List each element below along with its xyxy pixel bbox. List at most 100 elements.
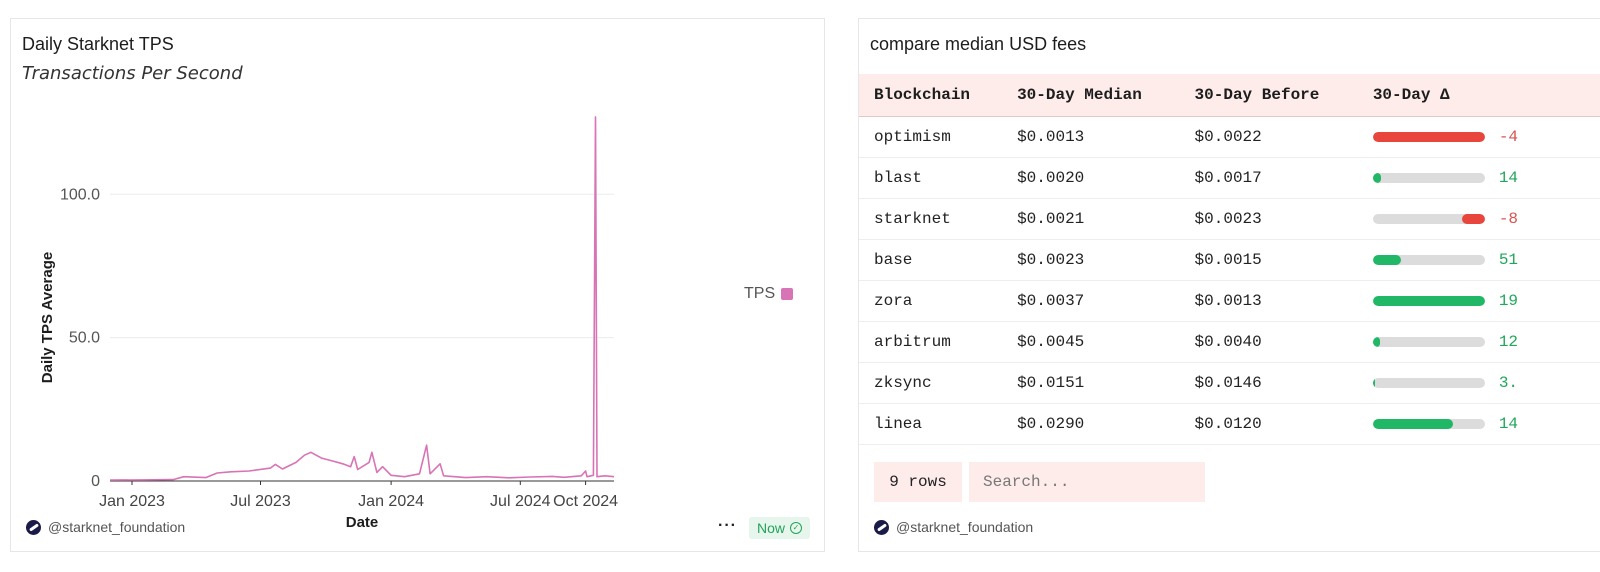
delta-value: 14 (1498, 168, 1519, 187)
column-header-delta[interactable]: 30-Day Δ (1357, 74, 1600, 117)
median-cell: $0.0151 (1002, 362, 1180, 404)
delta-value: 3. (1498, 373, 1519, 392)
delta-cell: 19 (1357, 280, 1600, 322)
blockchain-cell: linea (859, 403, 1003, 445)
x-tick-label: Oct 2024 (553, 493, 618, 510)
chart-title: Daily Starknet TPS (22, 34, 174, 54)
legend-swatch (781, 288, 794, 300)
blockchain-cell: base (859, 239, 1003, 281)
legend-label: TPS (744, 285, 776, 302)
before-cell: $0.0023 (1179, 198, 1358, 240)
table-row[interactable]: starknet $0.0021 $0.0023 -8 (859, 198, 1600, 240)
table-row[interactable]: linea $0.0290 $0.0120 14 (859, 403, 1600, 445)
delta-bar-track (1372, 213, 1485, 224)
tps-line-chart: 0 50.0 100.0 Jan 2023 Jul 2023 Jan 2024 Jul 20… (39, 116, 618, 531)
delta-value: -8 (1498, 209, 1519, 228)
table-row[interactable]: blast $0.0020 $0.0017 14 (859, 157, 1600, 199)
table-header-row: Blockchain 30-Day Median 30-Day Before 3… (859, 74, 1600, 117)
delta-bar-fill (1462, 213, 1485, 224)
before-cell: $0.0013 (1179, 280, 1358, 322)
before-cell: $0.0017 (1179, 157, 1358, 199)
check-circle-icon: ✓ (790, 522, 802, 534)
median-cell: $0.0023 (1002, 239, 1180, 281)
now-badge[interactable]: Now ✓ (748, 517, 810, 539)
starknet-logo-icon (26, 519, 41, 535)
column-header-blockchain[interactable]: Blockchain (859, 74, 1003, 117)
more-options-button[interactable]: ··· (718, 517, 737, 534)
table-credit[interactable]: @starknet_foundation (874, 519, 1033, 535)
delta-bar-fill (1372, 172, 1381, 183)
delta-cell: -4 (1357, 116, 1600, 158)
blockchain-cell: optimism (859, 116, 1003, 158)
median-cell: $0.0037 (1002, 280, 1180, 322)
before-cell: $0.0120 (1179, 403, 1358, 445)
delta-value: 19 (1498, 291, 1519, 310)
table-row[interactable]: optimism $0.0013 $0.0022 -4 (859, 116, 1600, 158)
y-tick-label: 50.0 (69, 330, 100, 347)
table-row[interactable]: arbitrum $0.0045 $0.0040 12 (859, 321, 1600, 363)
chart-credit[interactable]: @starknet_foundation (26, 519, 185, 535)
legend[interactable]: TPS (744, 285, 794, 303)
x-tick-label: Jul 2023 (230, 493, 291, 510)
blockchain-cell: zksync (859, 362, 1003, 404)
delta-bar-track (1372, 418, 1485, 429)
table-row[interactable]: base $0.0023 $0.0015 51 (859, 239, 1600, 281)
delta-bar-track (1372, 336, 1485, 347)
y-tick-label: 0 (91, 473, 100, 490)
delta-bar-fill (1372, 377, 1376, 388)
now-label: Now (756, 520, 785, 536)
x-tick-label: Jan 2024 (358, 493, 424, 510)
blockchain-cell: zora (859, 280, 1003, 322)
median-cell: $0.0013 (1002, 116, 1180, 158)
starknet-logo-icon (874, 519, 889, 535)
delta-cell: -8 (1357, 198, 1600, 240)
blockchain-cell: starknet (859, 198, 1003, 240)
delta-cell: 3. (1357, 362, 1600, 404)
search-input[interactable] (969, 462, 1205, 502)
median-cell: $0.0290 (1002, 403, 1180, 445)
median-cell: $0.0021 (1002, 198, 1180, 240)
column-header-median[interactable]: 30-Day Median (1002, 74, 1180, 117)
row-count: 9 rows (874, 462, 962, 502)
blockchain-cell: arbitrum (859, 321, 1003, 363)
before-cell: $0.0146 (1179, 362, 1358, 404)
before-cell: $0.0040 (1179, 321, 1358, 363)
x-axis-label: Date (346, 514, 379, 531)
delta-value: -4 (1498, 127, 1519, 146)
delta-cell: 12 (1357, 321, 1600, 363)
credit-handle: @starknet_foundation (896, 519, 1034, 535)
credit-handle: @starknet_foundation (48, 519, 186, 535)
y-axis-label: Daily TPS Average (39, 252, 56, 383)
blockchain-cell: blast (859, 157, 1003, 199)
delta-bar-fill (1372, 131, 1485, 142)
delta-bar-fill (1372, 254, 1401, 265)
before-cell: $0.0022 (1179, 116, 1358, 158)
table-body: optimism $0.0013 $0.0022 -4 blast $0.0020 $0.0… (859, 116, 1600, 445)
delta-value: 14 (1498, 414, 1519, 433)
delta-bar-track (1372, 295, 1485, 306)
delta-cell: 14 (1357, 403, 1600, 445)
delta-bar-track (1372, 377, 1485, 388)
x-tick-label: Jan 2023 (99, 493, 165, 510)
median-cell: $0.0020 (1002, 157, 1180, 199)
delta-bar-fill (1372, 418, 1454, 429)
tps-chart-panel: Daily Starknet TPS Transactions Per Seco… (10, 18, 825, 552)
table-row[interactable]: zora $0.0037 $0.0013 19 (859, 280, 1600, 322)
y-tick-label: 100.0 (60, 186, 100, 203)
fees-table-panel: compare median USD fees Blockchain 30-Da… (858, 18, 1600, 552)
delta-value: 51 (1498, 250, 1519, 269)
series-line-tps (109, 116, 615, 481)
delta-cell: 51 (1357, 239, 1600, 281)
delta-value: 12 (1498, 332, 1519, 351)
table-title: compare median USD fees (870, 34, 1087, 54)
delta-bar-fill (1372, 295, 1485, 306)
x-tick-label: Jul 2024 (490, 493, 551, 510)
column-header-before[interactable]: 30-Day Before (1179, 74, 1358, 117)
before-cell: $0.0015 (1179, 239, 1358, 281)
median-cell: $0.0045 (1002, 321, 1180, 363)
delta-bar-track (1372, 254, 1485, 265)
delta-cell: 14 (1357, 157, 1600, 199)
table-row[interactable]: zksync $0.0151 $0.0146 3. (859, 362, 1600, 404)
chart-subtitle: Transactions Per Second (22, 63, 243, 84)
delta-bar-track (1372, 131, 1485, 142)
